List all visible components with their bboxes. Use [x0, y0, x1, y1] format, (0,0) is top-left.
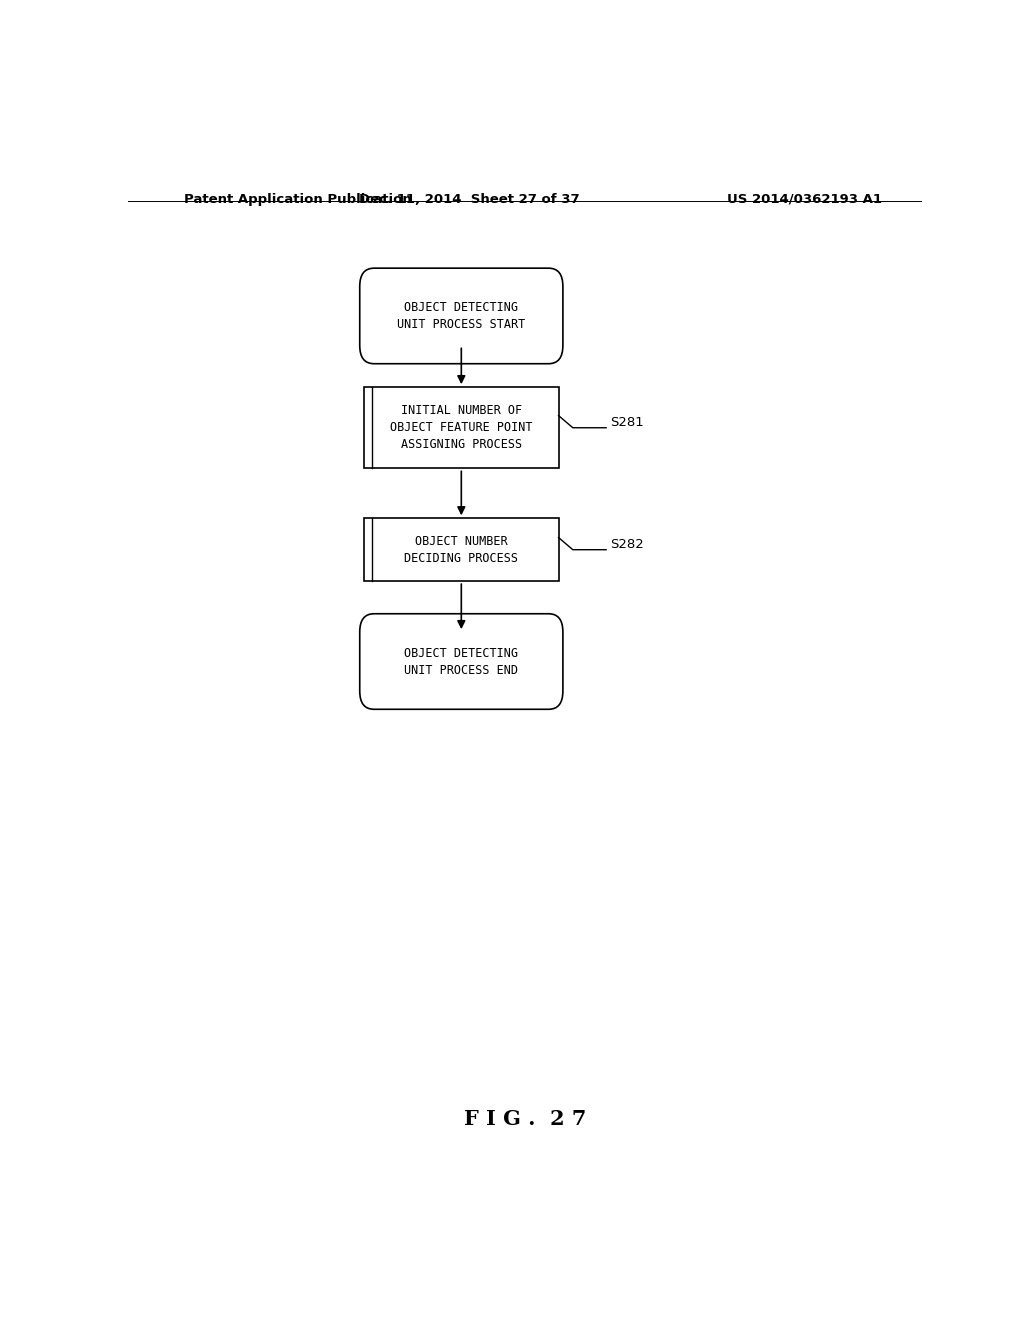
Text: US 2014/0362193 A1: US 2014/0362193 A1 — [727, 193, 882, 206]
Text: OBJECT DETECTING
UNIT PROCESS START: OBJECT DETECTING UNIT PROCESS START — [397, 301, 525, 331]
Text: S281: S281 — [610, 416, 644, 429]
FancyBboxPatch shape — [359, 614, 563, 709]
FancyBboxPatch shape — [359, 268, 563, 364]
Bar — [365, 387, 558, 469]
Text: Dec. 11, 2014  Sheet 27 of 37: Dec. 11, 2014 Sheet 27 of 37 — [359, 193, 580, 206]
Text: OBJECT DETECTING
UNIT PROCESS END: OBJECT DETECTING UNIT PROCESS END — [404, 647, 518, 677]
Text: OBJECT NUMBER
DECIDING PROCESS: OBJECT NUMBER DECIDING PROCESS — [404, 535, 518, 565]
Text: F I G .  2 7: F I G . 2 7 — [464, 1109, 586, 1129]
Text: Patent Application Publication: Patent Application Publication — [183, 193, 412, 206]
Text: INITIAL NUMBER OF
OBJECT FEATURE POINT
ASSIGNING PROCESS: INITIAL NUMBER OF OBJECT FEATURE POINT A… — [390, 404, 532, 451]
Text: S282: S282 — [610, 539, 644, 552]
Bar — [365, 519, 558, 581]
